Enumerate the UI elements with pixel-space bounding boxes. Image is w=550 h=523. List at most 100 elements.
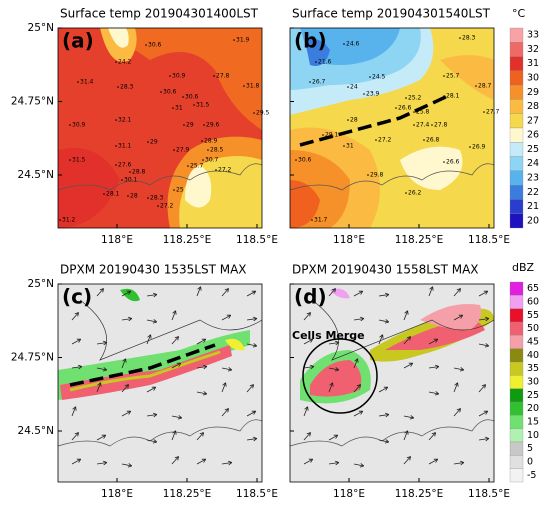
wind-arrow-head — [201, 338, 207, 343]
station-value: 30.9 — [172, 73, 186, 80]
panel-title: Surface temp 201904301540LST — [292, 7, 491, 21]
wind-arrow-head — [484, 436, 490, 442]
wind-arrow-head — [202, 391, 208, 396]
station-value: 28.9 — [204, 138, 218, 145]
station-value: 27.4 — [416, 122, 430, 129]
station-value: 25 — [176, 187, 184, 194]
wind-arrow-head — [433, 458, 439, 463]
station-dot — [443, 95, 445, 97]
wind-arrow — [221, 367, 232, 371]
wind-arrow — [428, 338, 438, 345]
station-dot — [115, 119, 117, 121]
station-value: 24.6 — [346, 41, 360, 48]
x-tick-label: 118°E — [101, 488, 133, 500]
wind-arrow — [146, 319, 157, 323]
station-value: 29 — [186, 122, 194, 129]
panel-label: (d) — [294, 285, 327, 309]
station-value: 29.1 — [325, 132, 339, 139]
wind-arrow-head — [334, 340, 340, 346]
wind-arrow — [171, 336, 179, 345]
station-dot — [309, 81, 311, 83]
panel-frame — [289, 27, 495, 229]
wind-arrow — [246, 343, 257, 347]
station-value: 30.9 — [72, 122, 86, 129]
colorbar-box — [509, 199, 524, 214]
wind-arrow-head — [99, 288, 104, 293]
colorbar-label: 31 — [527, 58, 539, 69]
station-value: 27.2 — [160, 203, 174, 210]
station-dot — [233, 39, 235, 41]
station-value: 31 — [175, 105, 183, 112]
x-tick-label: 118.25°E — [395, 488, 444, 500]
station-value: 24.5 — [372, 74, 386, 81]
wind-arrow — [196, 432, 204, 441]
station-dot — [145, 44, 147, 46]
station-dot — [423, 139, 425, 141]
station-value: 30.6 — [298, 157, 312, 164]
temp-field-a — [58, 28, 262, 228]
station-value: 28.3 — [120, 84, 134, 91]
colorbar-label: 25 — [527, 144, 539, 155]
wind-arrow — [378, 439, 389, 443]
station-dot — [443, 75, 445, 77]
station-dot — [405, 192, 407, 194]
station-value: 28.8 — [132, 169, 146, 176]
station-value: 27.8 — [434, 122, 448, 129]
wind-arrow-head — [152, 319, 158, 324]
x-tick-label: 118°E — [333, 488, 365, 500]
wind-arrow — [303, 458, 313, 465]
wind-arrow-head — [431, 432, 436, 437]
colorbar-label: 26 — [527, 130, 539, 141]
wind-arrow-head — [122, 358, 127, 363]
station-dot — [347, 119, 349, 121]
wind-arrow-head — [329, 382, 334, 387]
wind-arrow-head — [147, 334, 152, 339]
station-value: 27.7 — [486, 109, 500, 116]
colorbar-label: -5 — [527, 470, 536, 481]
wind-arrow-head — [304, 406, 309, 411]
wind-arrow — [146, 439, 157, 443]
station-value: 27.2 — [218, 167, 232, 174]
wind-arrow — [221, 288, 229, 297]
wind-arrow — [71, 338, 81, 345]
station-value: 29 — [150, 139, 158, 146]
wind-arrow-head — [434, 391, 440, 396]
station-dot — [69, 159, 71, 161]
station-dot — [187, 165, 189, 167]
colorbar-box — [509, 455, 524, 469]
x-tick-label: 118.25°E — [163, 488, 212, 500]
wind-arrow — [403, 310, 408, 321]
wind-arrow — [146, 334, 151, 345]
station-dot — [475, 85, 477, 87]
station-dot — [117, 86, 119, 88]
colorbar-box — [509, 361, 524, 376]
wind-arrow-head — [483, 290, 489, 295]
colorbar-label: 30 — [527, 377, 539, 388]
wind-arrow — [453, 314, 463, 321]
colorbar-box — [509, 348, 524, 363]
wind-arrow — [121, 410, 131, 417]
station-value: 30.1 — [124, 177, 138, 184]
colorbar-label: 5 — [527, 443, 533, 454]
wind-arrow — [353, 358, 358, 369]
wind-arrow — [96, 462, 107, 465]
x-tick-label: 118°E — [333, 234, 365, 246]
wind-arrow — [71, 366, 82, 369]
panel-title: DPXM 20190430 1535LST MAX — [60, 263, 247, 277]
colorbar-box — [509, 170, 524, 186]
station-dot — [147, 197, 149, 199]
panel-frame — [57, 283, 263, 483]
wind-arrow-head — [384, 439, 390, 444]
wind-arrow — [196, 286, 201, 297]
wind-arrow-head — [72, 406, 77, 411]
wind-arrow-head — [379, 334, 384, 339]
wind-arrow — [353, 318, 364, 321]
colorbar-box — [509, 113, 524, 129]
station-value: 24 — [350, 84, 358, 91]
wind-arrow — [453, 288, 461, 297]
wind-arrow — [353, 290, 363, 297]
wind-arrow-head — [459, 460, 465, 466]
station-dot — [193, 104, 195, 106]
wind-arrow — [171, 362, 181, 369]
wind-arrow — [478, 318, 489, 321]
